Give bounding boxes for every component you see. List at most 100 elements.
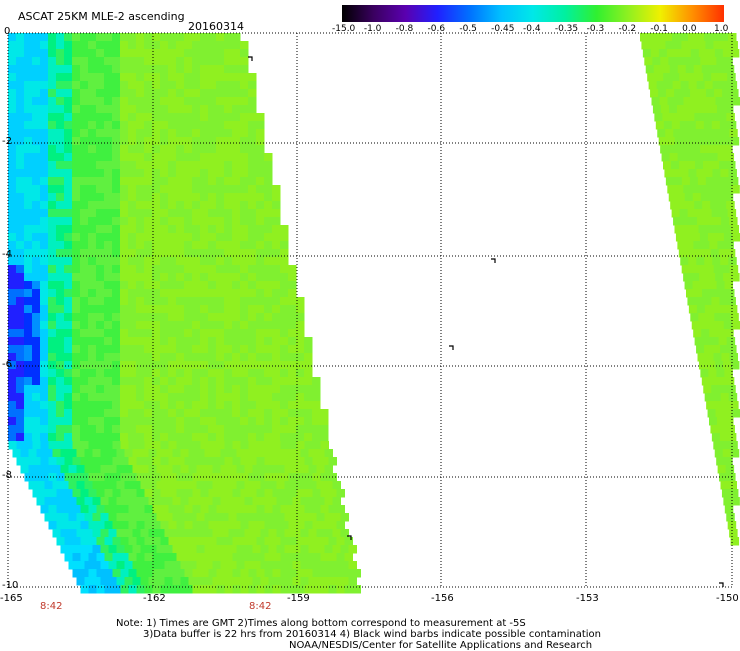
swath-cell bbox=[700, 57, 709, 66]
swath-cell bbox=[237, 481, 246, 490]
swath-cell bbox=[160, 121, 169, 130]
swath-cell bbox=[152, 145, 161, 154]
swath-cell bbox=[216, 305, 225, 314]
swath-cell bbox=[56, 65, 65, 74]
swath-cell bbox=[657, 129, 666, 138]
swath-cell bbox=[329, 553, 338, 562]
swath-cell bbox=[61, 529, 70, 538]
swath-cell bbox=[144, 305, 153, 314]
swath-cell bbox=[120, 353, 129, 362]
swath-cell bbox=[40, 233, 49, 242]
swath-cell bbox=[280, 241, 289, 250]
swath-cell bbox=[337, 505, 346, 514]
swath-cell bbox=[8, 201, 17, 210]
swath-cell bbox=[221, 497, 230, 506]
swath-cell bbox=[16, 201, 25, 210]
swath-cell bbox=[144, 249, 153, 258]
swath-cell bbox=[708, 57, 717, 66]
swath-cell bbox=[280, 385, 289, 394]
swath-cell bbox=[256, 257, 265, 266]
swath-cell bbox=[288, 305, 297, 314]
swath-cell bbox=[717, 193, 726, 202]
swath-cell bbox=[153, 521, 162, 530]
swath-cell bbox=[224, 105, 233, 114]
swath-cell bbox=[680, 257, 689, 266]
swath-cell bbox=[144, 313, 153, 322]
swath-cell bbox=[189, 529, 198, 538]
swath-cell bbox=[152, 153, 161, 162]
swath-cell bbox=[224, 401, 233, 410]
swath-cell bbox=[24, 393, 33, 402]
swath-cell bbox=[695, 337, 704, 346]
swath-cell bbox=[168, 121, 177, 130]
swath-cell bbox=[671, 161, 680, 170]
swath-cell bbox=[112, 417, 121, 426]
swath-cell bbox=[64, 89, 73, 98]
swath-cell bbox=[216, 249, 225, 258]
swath-cell bbox=[144, 337, 153, 346]
swath-cell bbox=[24, 81, 33, 90]
swath-cell bbox=[112, 401, 121, 410]
swath-cell bbox=[176, 361, 185, 370]
swath-cell bbox=[77, 513, 86, 522]
swath-cell bbox=[289, 521, 298, 530]
swath-cell bbox=[168, 225, 177, 234]
swath-cell bbox=[16, 49, 25, 58]
swath-cell bbox=[16, 313, 25, 322]
swath-cell bbox=[312, 401, 321, 410]
swath-cell bbox=[136, 281, 145, 290]
swath-cell bbox=[719, 73, 728, 82]
swath-cell bbox=[89, 457, 98, 466]
swath-cell bbox=[216, 369, 225, 378]
swath-cell bbox=[248, 377, 257, 386]
swath-cell bbox=[32, 177, 41, 186]
swath-cell bbox=[296, 409, 305, 418]
swath-cell bbox=[72, 241, 81, 250]
swath-cell bbox=[40, 225, 49, 234]
swath-cell bbox=[697, 305, 706, 314]
swath-cell bbox=[16, 329, 25, 338]
swath-cell bbox=[160, 369, 169, 378]
swath-cell bbox=[240, 289, 249, 298]
swath-cell bbox=[113, 505, 122, 514]
swath-cell bbox=[208, 177, 217, 186]
swath-cell bbox=[672, 121, 681, 130]
swath-cell bbox=[16, 97, 25, 106]
swath-cell bbox=[136, 409, 145, 418]
swath-cell bbox=[112, 329, 121, 338]
swath-cell bbox=[193, 489, 202, 498]
swath-cell bbox=[189, 545, 198, 554]
swath-cell bbox=[56, 257, 65, 266]
swath-cell bbox=[200, 57, 209, 66]
swath-cell bbox=[200, 401, 209, 410]
swath-cell bbox=[232, 377, 241, 386]
swath-cell bbox=[688, 121, 697, 130]
swath-cell bbox=[698, 353, 707, 362]
swath-cell bbox=[232, 217, 241, 226]
swath-cell bbox=[280, 281, 289, 290]
swath-cell bbox=[706, 89, 715, 98]
swath-cell bbox=[304, 377, 313, 386]
swath-cell bbox=[248, 225, 257, 234]
swath-cell bbox=[264, 393, 273, 402]
swath-cell bbox=[173, 577, 182, 586]
swath-cell bbox=[711, 385, 720, 394]
swath-cell bbox=[48, 393, 57, 402]
swath-cell bbox=[249, 457, 258, 466]
swath-cell bbox=[80, 353, 89, 362]
swath-cell bbox=[233, 537, 242, 546]
swath-cell bbox=[712, 209, 721, 218]
swath-cell bbox=[208, 193, 217, 202]
swath-cell bbox=[232, 209, 241, 218]
swath-cell bbox=[240, 201, 249, 210]
swath-cell bbox=[32, 201, 41, 210]
swath-cell bbox=[192, 385, 201, 394]
swath-cell bbox=[264, 249, 273, 258]
swath-cell bbox=[25, 441, 34, 450]
swath-cell bbox=[160, 297, 169, 306]
swath-cell bbox=[716, 233, 725, 242]
swath-cell bbox=[88, 161, 97, 170]
swath-cell bbox=[168, 377, 177, 386]
swath-cell bbox=[64, 393, 73, 402]
swath-cell bbox=[649, 81, 658, 90]
